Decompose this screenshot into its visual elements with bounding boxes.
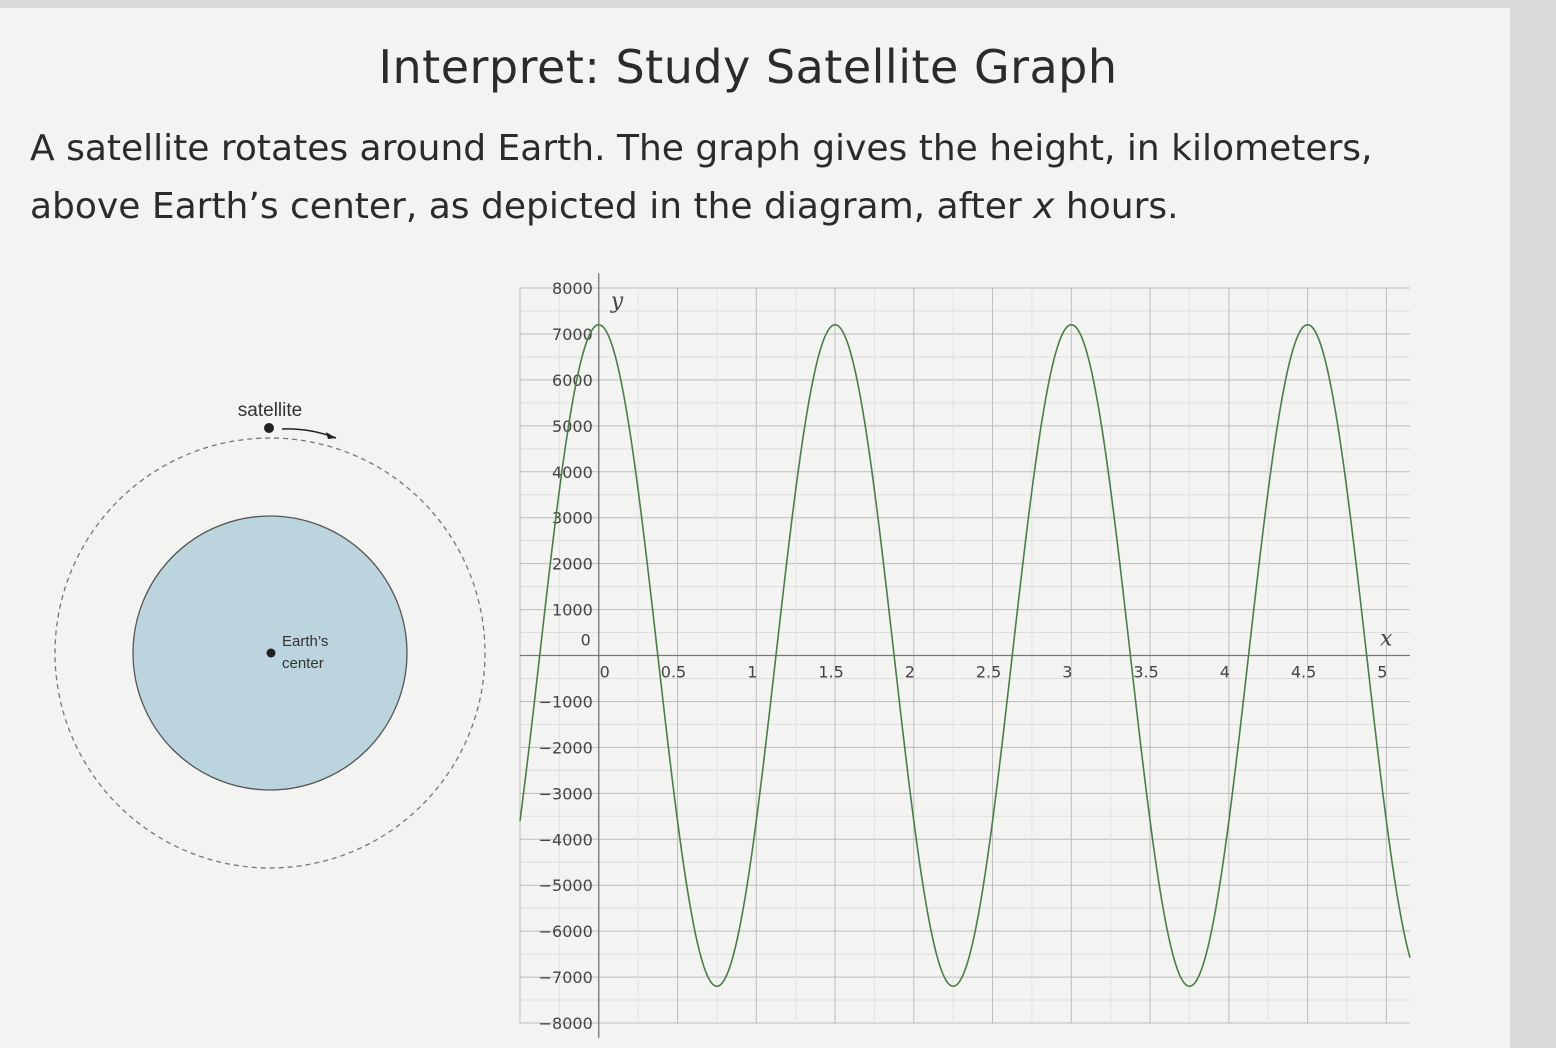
x-tick-label: 3.5 bbox=[1133, 663, 1158, 682]
prompt-text-2: hours. bbox=[1054, 186, 1179, 227]
x-tick-label: 0 bbox=[600, 663, 610, 682]
x-tick-label: 1 bbox=[747, 663, 757, 682]
y-tick-label: −1000 bbox=[539, 692, 593, 711]
height-vs-time-chart: 8000 7000 6000 5000 4000 3000 2000 1000 0 −1000 −2… bbox=[519, 273, 1411, 1038]
x-tick-label: 3 bbox=[1062, 663, 1072, 682]
orbit-diagram: Earth’s center satellite bbox=[54, 400, 486, 869]
y-tick-label: 0 bbox=[581, 631, 591, 650]
y-tick-label: 2000 bbox=[552, 555, 593, 574]
x-tick-label: 2.5 bbox=[976, 663, 1001, 682]
y-tick-label: −2000 bbox=[539, 738, 593, 757]
page-title: Interpret: Study Satellite Graph bbox=[378, 40, 1118, 94]
y-tick-label: 5000 bbox=[552, 417, 593, 436]
x-tick-label: 5 bbox=[1377, 663, 1387, 682]
y-tick-label: −4000 bbox=[539, 830, 593, 849]
center-label-line2: center bbox=[282, 655, 324, 672]
direction-arrow-head bbox=[326, 432, 336, 439]
y-tick-label: 1000 bbox=[552, 601, 593, 620]
y-tick-label: 8000 bbox=[552, 279, 593, 298]
problem-statement: A satellite rotates around Earth. The gr… bbox=[30, 120, 1470, 236]
y-tick-label: −5000 bbox=[539, 876, 593, 895]
y-tick-label: 3000 bbox=[552, 509, 593, 528]
prompt-variable: x bbox=[1033, 186, 1055, 227]
x-tick-label: 2 bbox=[905, 663, 915, 682]
x-tick-label: 4 bbox=[1220, 663, 1230, 682]
x-tick-label: 0.5 bbox=[661, 663, 686, 682]
y-tick-label: −6000 bbox=[539, 922, 593, 941]
y-tick-label: 7000 bbox=[552, 325, 593, 344]
y-tick-label: −3000 bbox=[539, 784, 593, 803]
satellite-dot bbox=[264, 423, 274, 433]
orbit-path bbox=[54, 437, 486, 869]
y-tick-label: −7000 bbox=[539, 968, 593, 987]
height-curve bbox=[519, 323, 1411, 988]
y-tick-label: 4000 bbox=[552, 463, 593, 482]
x-axis-label: x bbox=[1380, 627, 1393, 652]
satellite-label: satellite bbox=[238, 400, 302, 421]
prompt-text-1: A satellite rotates around Earth. The gr… bbox=[30, 128, 1373, 227]
y-axis-label: y bbox=[610, 289, 624, 314]
x-tick-label: 4.5 bbox=[1291, 663, 1316, 682]
x-tick-label: 1.5 bbox=[818, 663, 843, 682]
y-tick-label: 6000 bbox=[552, 371, 593, 390]
slide: Interpret: Study Satellite Graph A satel… bbox=[0, 8, 1510, 1048]
earth-center-dot bbox=[266, 648, 276, 658]
center-label-line1: Earth’s bbox=[282, 633, 328, 650]
y-tick-label: −8000 bbox=[539, 1014, 593, 1033]
